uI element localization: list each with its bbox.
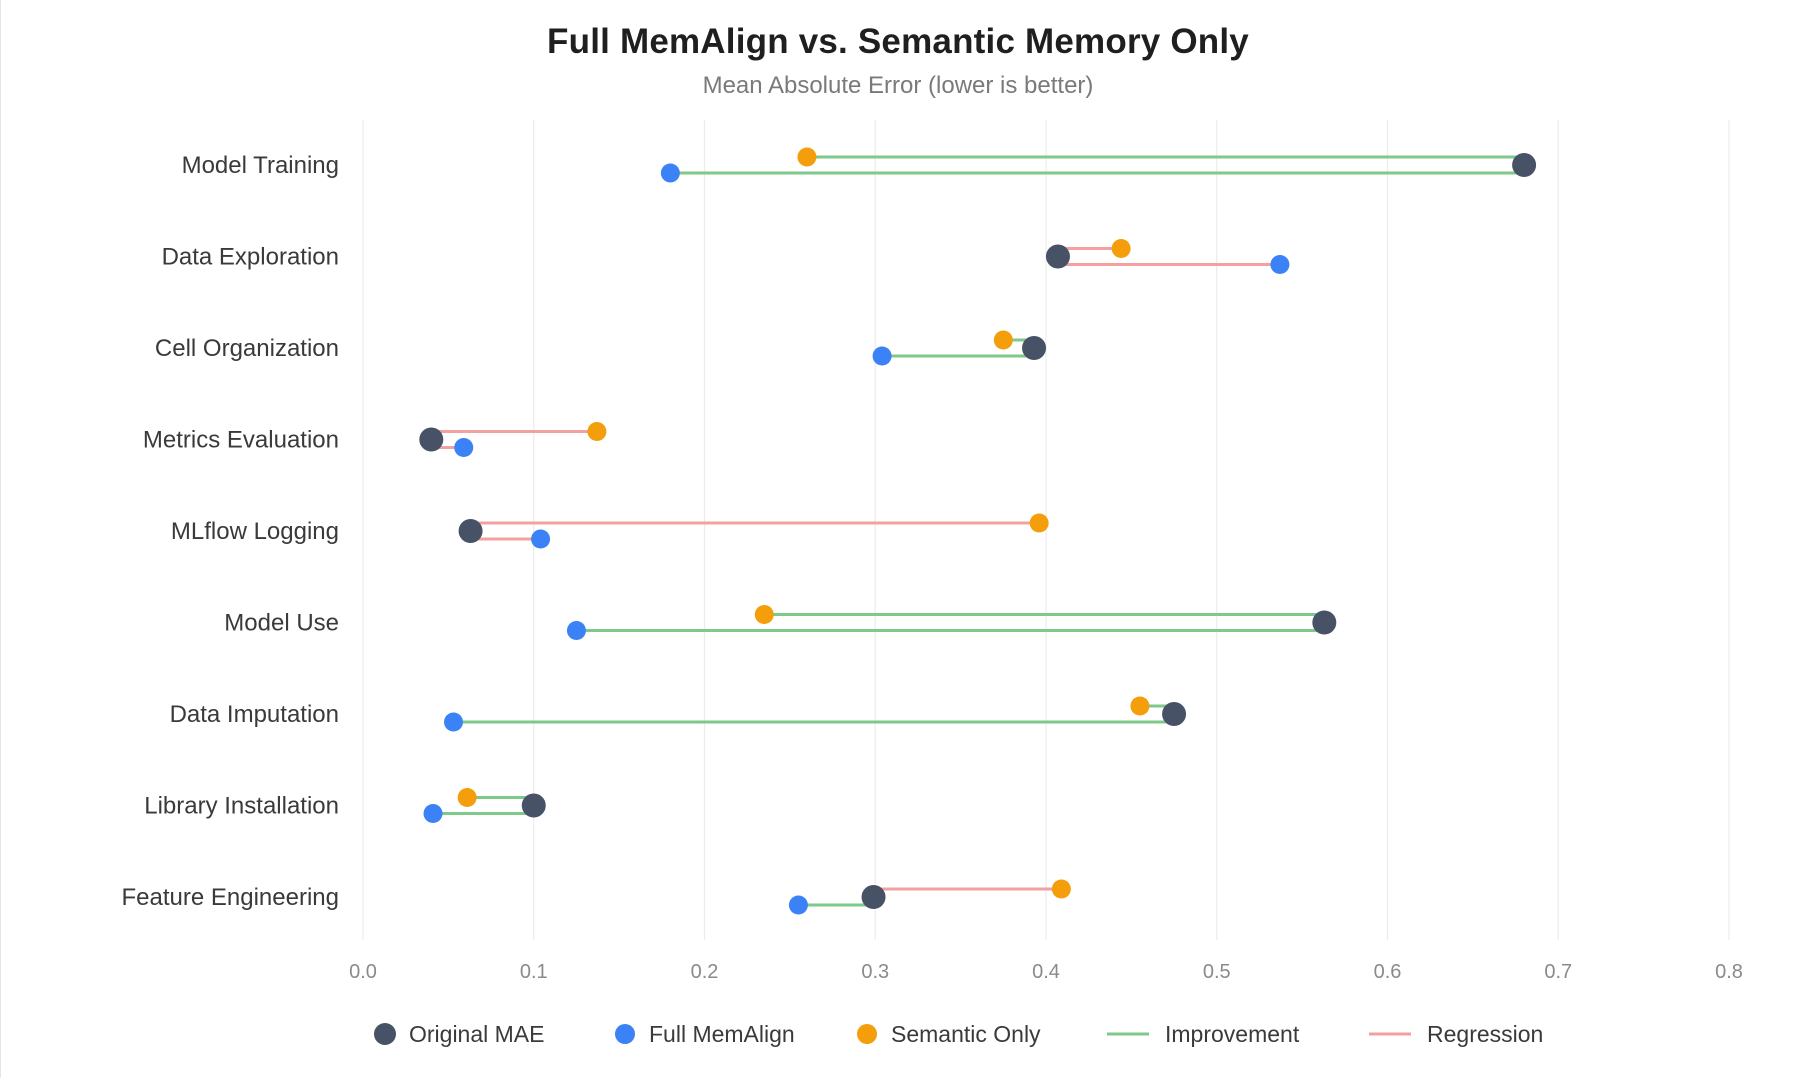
semantic-only-point: [993, 330, 1013, 350]
original-mae-point: [1512, 153, 1537, 177]
category-label: Model Training: [182, 152, 339, 179]
original-mae-point: [458, 519, 483, 543]
category-label: Metrics Evaluation: [143, 427, 339, 454]
semantic-only-point: [1029, 513, 1049, 533]
category-label: MLflow Logging: [171, 518, 339, 545]
x-tick-label: 0.7: [1544, 961, 1572, 983]
semantic-only-point: [587, 422, 607, 441]
full-memalign-point: [660, 163, 680, 183]
x-tick-label: 0.3: [861, 961, 889, 983]
chart-subtitle: Mean Absolute Error (lower is better): [702, 72, 1094, 99]
x-tick-label: 0.1: [520, 961, 548, 983]
chart-title: Full MemAlign vs. Semantic Memory Only: [547, 22, 1249, 61]
semantic-only-point: [1051, 879, 1071, 899]
legend-semantic-only-label: Semantic Only: [891, 1021, 1041, 1047]
original-mae-point: [521, 793, 546, 818]
legend-original-mae-label: Original MAE: [409, 1021, 544, 1047]
original-mae-point: [861, 885, 886, 909]
legend-full-memalign-marker: [615, 1024, 635, 1044]
category-label: Data Imputation: [170, 701, 339, 728]
original-mae-point: [1162, 702, 1187, 726]
category-label: Data Exploration: [162, 244, 339, 271]
category-label: Feature Engineering: [122, 884, 339, 911]
category-label: Library Installation: [144, 793, 339, 820]
full-memalign-point: [872, 346, 892, 366]
legend-full-memalign-label: Full MemAlign: [649, 1021, 795, 1047]
semantic-only-point: [754, 605, 774, 624]
semantic-only-point: [1130, 696, 1150, 716]
full-memalign-point: [531, 529, 551, 549]
full-memalign-point: [566, 621, 586, 640]
x-tick-label: 0.6: [1374, 961, 1402, 983]
x-tick-label: 0.2: [691, 961, 719, 983]
semantic-only-point: [1111, 239, 1131, 258]
category-label: Cell Organization: [155, 335, 339, 362]
x-tick-label: 0.0: [349, 961, 377, 983]
semantic-only-point: [457, 788, 477, 807]
x-tick-label: 0.4: [1032, 961, 1060, 983]
legend-regression-label: Regression: [1427, 1021, 1543, 1047]
semantic-only-point: [797, 147, 817, 167]
full-memalign-point: [454, 438, 474, 457]
legend-improvement-label: Improvement: [1165, 1021, 1300, 1047]
full-memalign-point: [443, 712, 463, 732]
legend-original-mae-marker: [374, 1023, 396, 1045]
x-tick-label: 0.5: [1203, 961, 1231, 983]
original-mae-point: [1312, 610, 1337, 635]
x-tick-label: 0.8: [1715, 961, 1743, 983]
legend-semantic-only-marker: [857, 1024, 877, 1044]
full-memalign-point: [1270, 255, 1290, 274]
original-mae-point: [419, 427, 444, 452]
original-mae-point: [1045, 244, 1070, 269]
full-memalign-point: [788, 895, 808, 915]
category-label: Model Use: [224, 610, 339, 637]
original-mae-point: [1022, 336, 1047, 360]
full-memalign-point: [423, 804, 443, 823]
